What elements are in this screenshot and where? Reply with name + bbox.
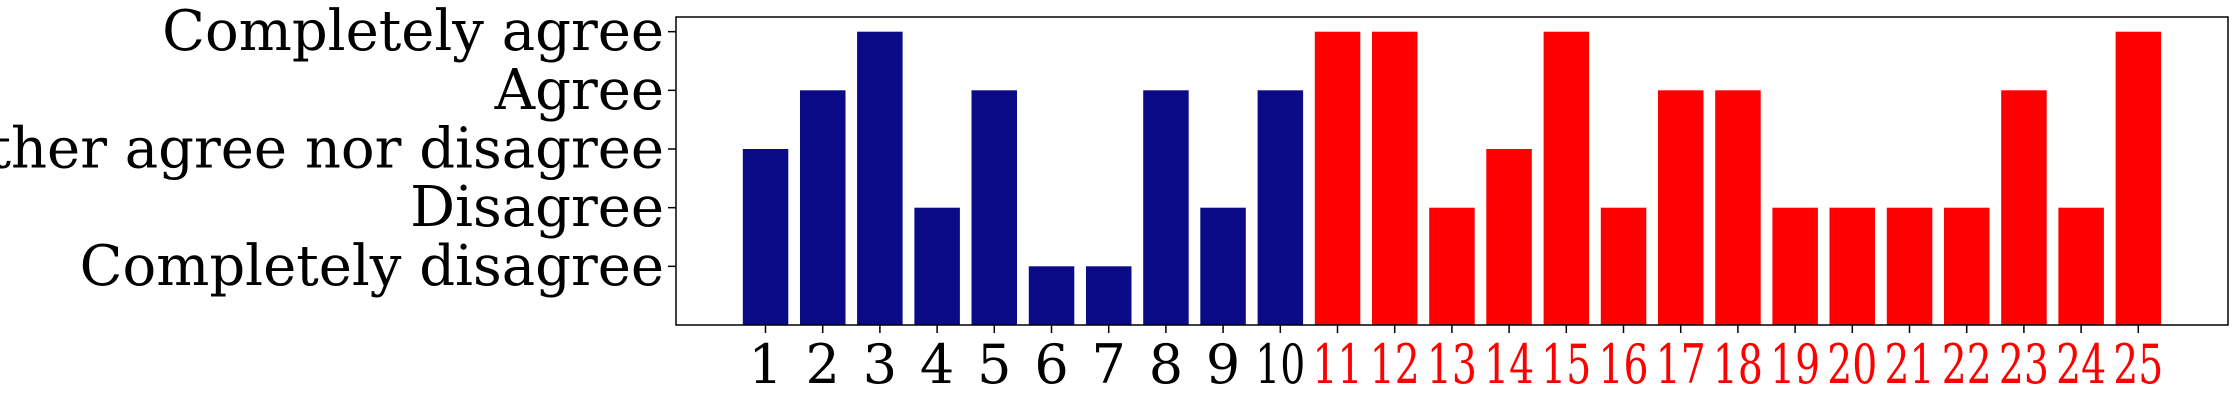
x-tick-label: 11 <box>1313 333 1363 396</box>
x-tick-label: 5 <box>977 333 1011 396</box>
bar-15 <box>1543 31 1590 325</box>
x-tick-label: 15 <box>1541 333 1591 396</box>
x-tick-label: 4 <box>920 333 954 396</box>
bar-20 <box>1829 207 1875 325</box>
bar-1 <box>742 149 789 325</box>
bar-4 <box>914 207 960 325</box>
x-tick-label: 18 <box>1713 333 1763 396</box>
bar-7 <box>1086 266 1132 325</box>
x-tick-label: 17 <box>1656 333 1706 396</box>
y-axis: Completely disagreeDisagreeNeither agree… <box>0 0 676 299</box>
bar-18 <box>1715 90 1761 325</box>
bars-layer <box>742 31 2162 325</box>
bar-8 <box>1143 90 1189 325</box>
bar-23 <box>2001 90 2047 325</box>
bar-17 <box>1658 90 1704 325</box>
bar-19 <box>1772 207 1818 325</box>
bar-24 <box>2058 207 2104 325</box>
y-tick-label: Agree <box>494 58 664 123</box>
x-tick-label: 10 <box>1255 333 1305 396</box>
plot-frame <box>675 16 2229 326</box>
bar-22 <box>1944 207 1990 325</box>
x-axis: 1 2 3 4 5 6 7 8 9 10 11 12 13 14 15 16 17 18 19 20 21 22 23 24 2… <box>748 325 2163 396</box>
y-tick-label: Neither agree nor disagree <box>0 117 664 182</box>
x-tick-label: 8 <box>1149 333 1183 396</box>
x-tick-label: 9 <box>1206 333 1240 396</box>
x-tick-label: 6 <box>1034 333 1068 396</box>
bar-5 <box>971 90 1017 325</box>
bar-13 <box>1429 207 1475 325</box>
y-tick-label: Completely agree <box>162 0 664 64</box>
bar-16 <box>1600 207 1647 325</box>
x-tick-label: 13 <box>1427 333 1477 396</box>
x-tick-label: 24 <box>2056 333 2106 396</box>
bar-2 <box>800 90 846 325</box>
bar-3 <box>857 31 903 325</box>
x-tick-label: 14 <box>1484 333 1534 396</box>
x-tick-label: 7 <box>1092 333 1126 396</box>
bar-25 <box>2115 31 2162 325</box>
bar-11 <box>1314 31 1361 325</box>
x-tick-label: 23 <box>1999 333 2049 396</box>
bar-21 <box>1886 207 1933 325</box>
bar-12 <box>1372 31 1418 325</box>
x-tick-label: 16 <box>1599 333 1649 396</box>
y-tick-label: Completely disagree <box>80 234 664 299</box>
x-tick-label: 3 <box>863 333 897 396</box>
bar-14 <box>1486 149 1532 325</box>
x-tick-label: 19 <box>1770 333 1820 396</box>
x-tick-label: 12 <box>1370 333 1420 396</box>
bar-6 <box>1028 266 1075 325</box>
x-tick-label: 2 <box>806 333 840 396</box>
x-tick-label: 25 <box>2113 333 2163 396</box>
x-tick-label: 20 <box>1827 333 1877 396</box>
x-tick-label: 21 <box>1885 333 1935 396</box>
x-tick-label: 22 <box>1942 333 1992 396</box>
x-tick-label: 1 <box>748 333 782 396</box>
bar-10 <box>1257 90 1304 325</box>
bar-9 <box>1200 207 1246 325</box>
y-tick-label: Disagree <box>410 175 664 240</box>
